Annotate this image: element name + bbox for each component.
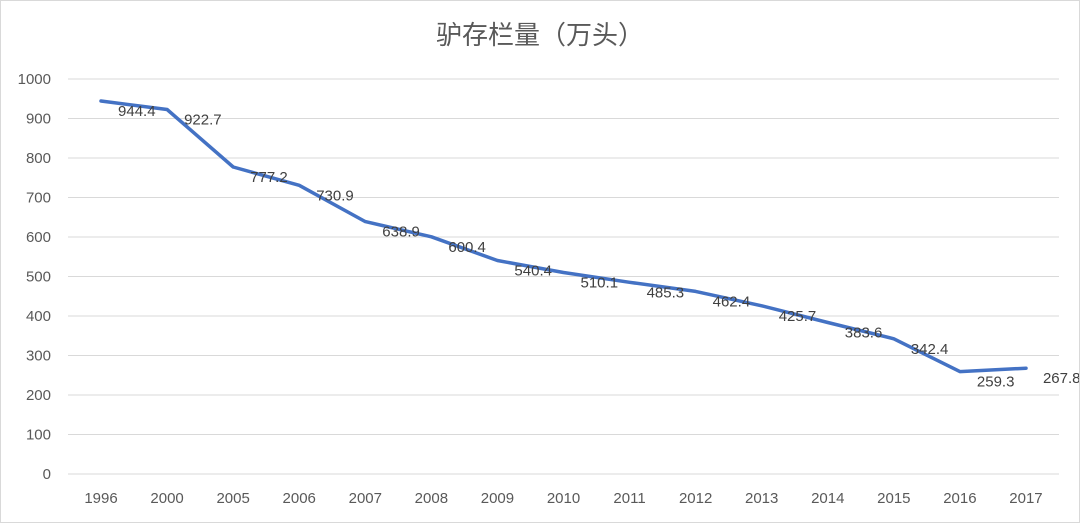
data-label: 944.4 (118, 103, 156, 120)
data-label: 638.9 (382, 224, 420, 241)
x-tick-label: 2005 (216, 490, 249, 507)
data-label: 383.6 (845, 324, 883, 341)
y-tick-label: 1000 (18, 71, 51, 88)
x-tick-label: 2010 (547, 490, 580, 507)
y-tick-label: 100 (26, 427, 51, 444)
y-tick-label: 200 (26, 387, 51, 404)
x-tick-label: 2011 (613, 490, 645, 507)
x-tick-label: 2007 (349, 490, 382, 507)
y-tick-label: 800 (26, 150, 51, 167)
y-tick-label: 0 (43, 466, 51, 483)
x-tick-label: 2014 (811, 490, 844, 507)
x-tick-label: 2017 (1009, 490, 1042, 507)
series-line (99, 99, 1028, 374)
chart-title: 驴存栏量（万头） (435, 21, 644, 51)
data-label: 259.3 (977, 374, 1015, 391)
x-tick-label: 2009 (481, 490, 514, 507)
x-tick-label: 2008 (415, 490, 448, 507)
data-label: 425.7 (779, 308, 817, 325)
data-label: 600.4 (448, 239, 486, 256)
x-tick-label: 1996 (84, 490, 117, 507)
data-label: 540.4 (514, 263, 552, 280)
y-tick-label: 400 (26, 308, 51, 325)
data-label: 777.2 (250, 169, 288, 186)
y-tick-label: 600 (26, 229, 51, 246)
data-label: 730.9 (316, 187, 354, 204)
y-tick-label: 300 (26, 348, 51, 365)
x-tick-label: 2016 (943, 490, 976, 507)
x-tick-label: 2006 (283, 490, 316, 507)
data-label: 462.4 (713, 293, 751, 310)
data-label: 267.8 (1043, 370, 1079, 387)
data-label: 485.3 (647, 284, 685, 301)
x-tick-label: 2000 (150, 490, 183, 507)
y-tick-label: 500 (26, 269, 51, 286)
x-tick-label: 2015 (877, 490, 910, 507)
data-label: 510.1 (581, 275, 619, 292)
data-label: 342.4 (911, 341, 949, 358)
x-tick-label: 2013 (745, 490, 778, 507)
y-tick-label: 900 (26, 111, 51, 128)
x-tick-label: 2012 (679, 490, 712, 507)
data-label: 922.7 (184, 112, 222, 129)
y-tick-label: 700 (26, 190, 51, 207)
